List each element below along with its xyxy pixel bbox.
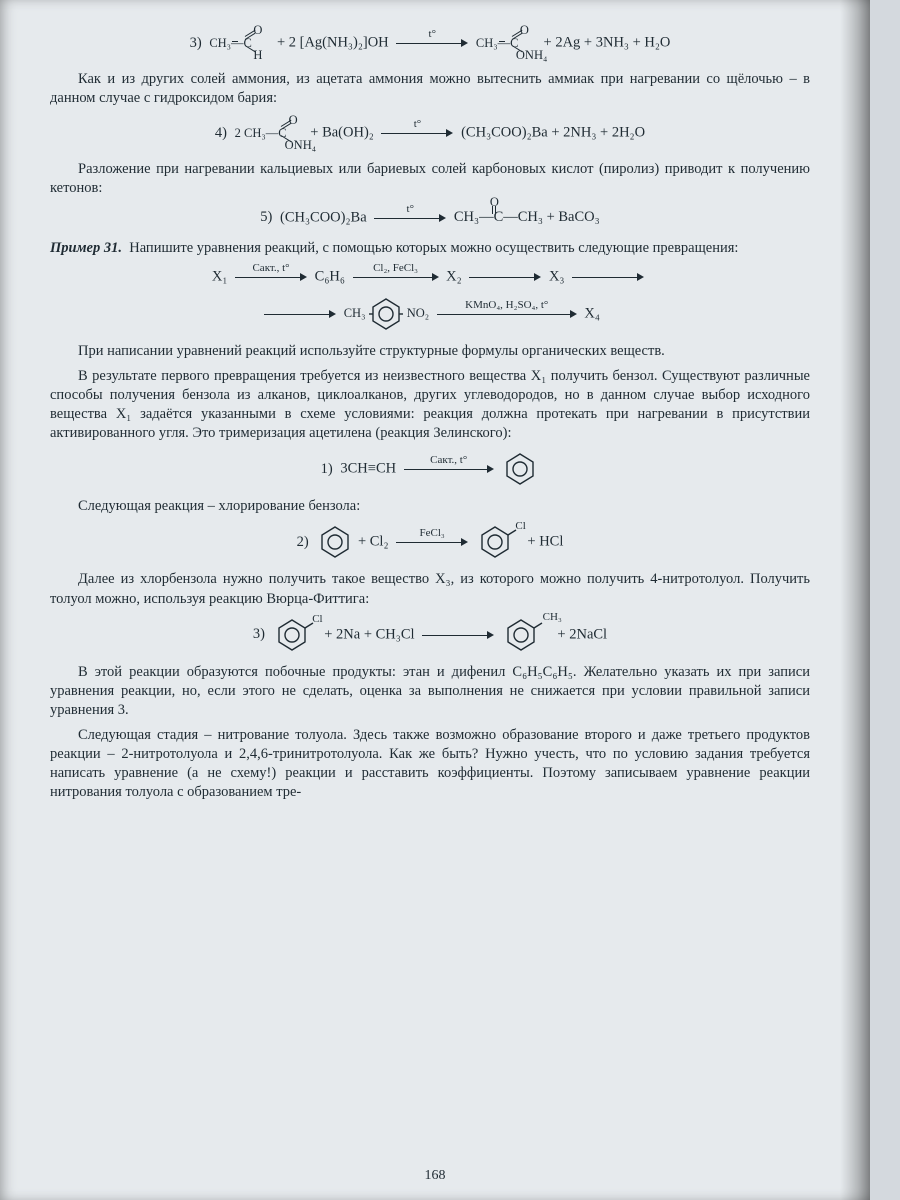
acetone-structure: O CH₃—C—CH₃ + BaCO₃: [454, 209, 600, 226]
arrow-icon: [422, 624, 494, 646]
arrow-icon: [469, 266, 541, 288]
paragraph-2: Разложение при нагревании кальциевых или…: [50, 160, 810, 198]
equation-3: 3) CH₃—C O H + 2 [Ag(NH₃)₂]OH t° CH₃—C O…: [50, 26, 810, 60]
eq3-label: 3): [190, 35, 202, 52]
page-number: 168: [0, 1168, 870, 1184]
reaction-3: 3) Cl + 2Na + CH₃Cl CH₃ + 2NaCl: [50, 617, 810, 653]
reaction-2: 2) + Cl₂ FeCl₃ Cl + HCl: [50, 524, 810, 560]
arrow-icon: [572, 266, 644, 288]
acetate-structure: CH₃—C O ONH₄: [476, 26, 540, 60]
arrow-icon: FeCl₃: [396, 531, 468, 553]
benzene-ring-icon: [503, 451, 537, 487]
paragraph-5: Следующая реакция – хлорирование бензола…: [50, 497, 810, 516]
reaction-1: 1) 3CH≡CH Cакт., t°: [50, 451, 810, 487]
example-label: Пример 31.: [50, 240, 122, 256]
paragraph-7: В этой реакции образуются побочные проду…: [50, 663, 810, 720]
book-binding-shadow: [840, 0, 870, 1200]
arrow-icon: Cакт., t°: [404, 458, 494, 480]
arrow-icon: KMnO₄, H₂SO₄, t°: [437, 303, 577, 325]
chlorobenzene-icon: Cl: [478, 524, 522, 560]
ammonium-acetate-structure: 2 CH₃—C O ONH₄: [235, 116, 307, 150]
equation-4: 4) 2 CH₃—C O ONH₄ + Ba(OH)₂ t° (CH₃COO)₂…: [50, 116, 810, 150]
acetaldehyde-structure: CH₃—C O H: [209, 26, 273, 60]
arrow-icon: t°: [381, 122, 453, 144]
paragraph-4: В результате первого превращения требует…: [50, 367, 810, 444]
eq3-products: + 2Ag + 3NH₃ + H₂O: [544, 34, 671, 50]
paragraph-8: Следующая стадия – нитрование толуола. З…: [50, 726, 810, 803]
paragraph-6: Далее из хлорбензола нужно получить тако…: [50, 570, 810, 608]
benzene-ring-icon: [369, 296, 403, 332]
scheme-row-2: CH₃ NO₂ KMnO₄, H₂SO₄, t° X₄: [50, 296, 810, 332]
toluene-icon: CH₃: [504, 617, 552, 653]
arrow-icon: t°: [396, 32, 468, 54]
page: 3) CH₃—C O H + 2 [Ag(NH₃)₂]OH t° CH₃—C O…: [0, 0, 870, 1200]
scheme-row-1: X₁ Cакт., t° C₆H₆ Cl₂, FeCl₃ X₂ X₃: [50, 266, 810, 288]
paragraph-1: Как и из других солей аммония, из ацетат…: [50, 70, 810, 108]
example-heading: Пример 31. Напишите уравнения реакций, с…: [50, 239, 810, 258]
arrow-icon: [264, 303, 336, 325]
paragraph-3: При написании уравнений реакций использу…: [50, 342, 810, 361]
eq3-reagent: + 2 [Ag(NH₃)₂]OH: [277, 34, 389, 50]
benzene-ring-icon: [318, 524, 352, 560]
arrow-icon: t°: [374, 207, 446, 229]
equation-5: 5) (CH₃COO)₂Ba t° O CH₃—C—CH₃ + BaCO₃: [50, 207, 810, 229]
arrow-icon: Cl₂, FeCl₃: [353, 266, 439, 288]
arrow-icon: Cакт., t°: [235, 266, 307, 288]
chlorobenzene-icon: Cl: [275, 617, 319, 653]
